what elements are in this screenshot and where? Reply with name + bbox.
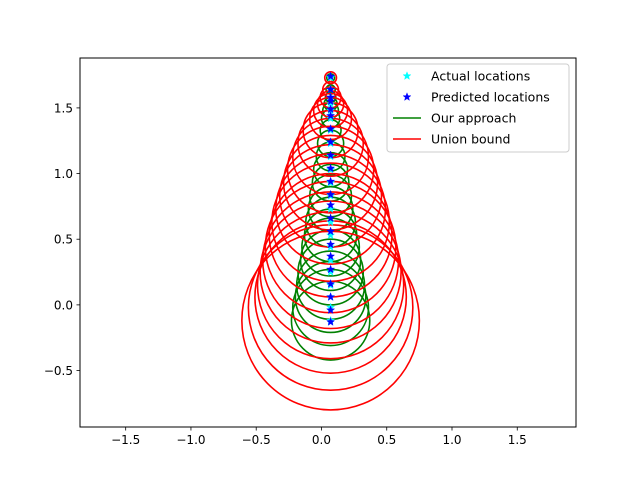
actual-locations-marker (326, 113, 336, 123)
axes-frame (79, 57, 577, 428)
legend-label: Actual locations (431, 69, 530, 84)
x-axis: −1.5 −1.0 −0.5 0.0 0.5 1.0 1.5 (111, 427, 527, 447)
predicted-locations-marker (326, 137, 336, 146)
actual-locations-marker (326, 230, 336, 240)
predicted-locations-marker (326, 305, 336, 314)
predicted-locations-marker (326, 92, 336, 102)
legend-label: Our approach (431, 111, 516, 126)
actual-locations-marker (326, 217, 336, 227)
predicted-locations-marker (326, 104, 336, 114)
predicted-locations-marker (326, 264, 336, 274)
y-tick-label: 1.0 (54, 167, 73, 181)
actual-locations-marker (326, 267, 336, 276)
predicted-locations-marker (326, 163, 336, 173)
legend-marker (402, 92, 412, 101)
x-tick-label: 0.5 (377, 433, 396, 447)
actual-locations-marker (326, 204, 336, 213)
legend-item-our-approach: Our approach (393, 111, 516, 126)
predicted-locations-marker (326, 124, 336, 133)
legend-item-union-bound: Union bound (393, 132, 510, 147)
legend: Actual locations Predicted locations Our a… (386, 63, 570, 153)
plot-area (241, 70, 421, 411)
legend-item-predicted-locations: Predicted locations (402, 90, 550, 105)
x-tick-label: 0.0 (312, 433, 331, 447)
actual-locations-marker (326, 255, 336, 265)
predicted-locations-marker (326, 150, 336, 160)
predicted-locations-marker (326, 251, 336, 261)
x-tick-label: 1.5 (508, 433, 527, 447)
predicted-locations-marker (326, 96, 336, 106)
actual-locations-marker (326, 242, 336, 251)
predicted-locations-marker (326, 239, 336, 249)
union-bound-circle (256, 210, 405, 360)
legend-label: Predicted locations (431, 90, 550, 105)
x-tick-label: −1.5 (111, 433, 140, 447)
predicted-locations-marker (326, 84, 336, 94)
y-tick-label: 0.0 (54, 298, 73, 312)
predicted-locations-marker (326, 317, 336, 326)
predicted-locations-marker (326, 292, 336, 301)
x-tick-label: −0.5 (242, 433, 271, 447)
predicted-locations-series (326, 71, 336, 326)
predicted-locations-marker (326, 176, 336, 186)
predicted-locations-marker (326, 226, 336, 236)
legend-marker (402, 71, 412, 80)
legend-label: Union bound (431, 132, 510, 147)
union-bound-circle (247, 223, 414, 392)
y-tick-label: −0.5 (44, 364, 73, 378)
legend-box (386, 63, 570, 153)
y-axis: −0.5 0.0 0.5 1.0 1.5 (44, 101, 80, 378)
predicted-locations-marker (326, 200, 336, 209)
predicted-locations-marker (326, 111, 336, 120)
legend-item-actual-locations: Actual locations (402, 69, 530, 84)
predicted-locations-marker (326, 279, 336, 288)
predicted-locations-marker (326, 71, 336, 81)
predicted-locations-marker (326, 213, 336, 223)
y-tick-label: 0.5 (54, 233, 73, 247)
x-tick-label: 1.0 (442, 433, 461, 447)
x-tick-label: −1.0 (176, 433, 205, 447)
y-tick-label: 1.5 (54, 101, 73, 115)
predicted-locations-marker (326, 189, 336, 199)
